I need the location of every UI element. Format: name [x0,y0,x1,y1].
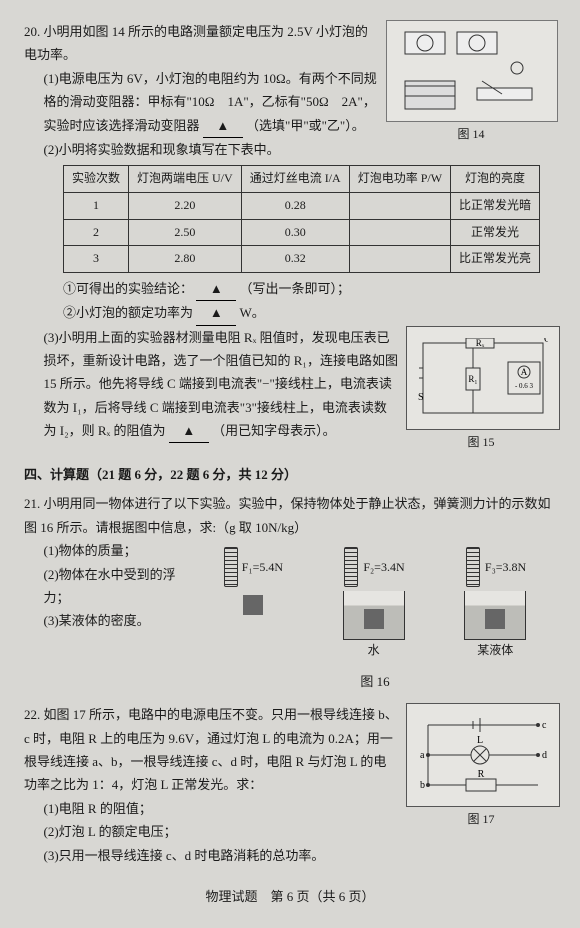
table-cell: 2.50 [129,219,242,246]
figure-15-caption: 图 15 [406,432,556,454]
table-cell [349,219,450,246]
circuit-icon: Rₓ R₁ A - 0.6 3 C S [418,338,548,418]
page-footer: 物理试题 第 6 页（共 6 页） [24,885,556,908]
q20-c1b: （写出一条即可）； [240,281,351,296]
circuit-icon [397,26,547,116]
spring-scale-3: F₃=3.8N 某液体 [464,547,526,662]
spring-icon [466,547,480,587]
spring-scale-1: F₁=5.4N [224,547,283,662]
question-22: 22. 如图 17 所示，电路中的电源电压不变。只用一根导线连接 b、c 时，电… [24,703,556,867]
label-c: c [542,720,547,731]
q20-stem: 20. 小明用如图 14 所示的电路测量额定电压为 2.5V 小灯泡的电功率。 [24,20,378,67]
q22-p3: (3)只用一根导线连接 c、d 时电路消耗的总功率。 [24,844,398,867]
spring-scale-2: F₂=3.4N 水 [343,547,405,662]
q20-conclusion-2: ②小灯泡的额定功率为 ▲ W。 [24,301,556,325]
q20-p3-text-b: （用已知字母表示）。 [212,423,336,438]
label-b: b [420,780,425,791]
force-f2: F₂=3.4N [363,557,404,579]
force-f3: F₃=3.8N [485,557,526,579]
q20-c1a: ①可得出的实验结论： [63,281,193,296]
label-L: L [477,735,483,746]
table-cell: 2.20 [129,192,242,219]
figure-17-container: L R a b c d 图 17 [406,703,556,831]
table-cell: 0.28 [241,192,349,219]
table-header-row: 实验次数 灯泡两端电压 U/V 通过灯丝电流 I/A 灯泡电功率 P/W 灯泡的… [64,166,540,193]
figure-16-caption: 图 16 [194,670,556,693]
figure-15-container: Rₓ R₁ A - 0.6 3 C S 图 15 [406,326,556,454]
spring-icon [344,547,358,587]
q20-p1-text-b: （选填"甲"或"乙"）。 [246,118,365,133]
force-f1: F₁=5.4N [242,557,283,579]
figure-16-group: F₁=5.4N F₂=3.4N 水 F₃=3.8N [194,547,556,662]
table-cell: 比正常发光亮 [451,246,540,273]
q21-p3: (3)某液体的密度。 [24,609,194,632]
label-c: C [544,338,548,345]
table-row: 2 2.50 0.30 正常发光 [64,219,540,246]
figure-15-diagram: Rₓ R₁ A - 0.6 3 C S [406,326,560,430]
blank: ▲ [203,114,243,138]
q21-stem: 21. 小明用同一物体进行了以下实验。实验中，保持物体处于静止状态，弹簧测力计的… [24,492,556,539]
figure-14-diagram [386,20,558,122]
question-20: 20. 小明用如图 14 所示的电路测量额定电压为 2.5V 小灯泡的电功率。 … [24,20,556,453]
q21-p1: (1)物体的质量； [24,539,194,562]
q20-part3: (3)小明用上面的实验器材测量电阻 Rₓ 阻值时，发现电压表已损坏，重新设计电路… [24,326,398,444]
table-cell: 正常发光 [451,219,540,246]
blank: ▲ [196,277,236,301]
beaker-liquid [464,591,526,640]
table-cell: 比正常发光暗 [451,192,540,219]
spring-icon [224,547,238,587]
table-header: 灯泡的亮度 [451,166,540,193]
figure-14-caption: 图 14 [386,124,556,146]
table-cell [349,246,450,273]
table-row: 1 2.20 0.28 比正常发光暗 [64,192,540,219]
q20-c2a: ②小灯泡的额定功率为 [63,305,193,320]
label-s: S [418,392,424,403]
table-row: 3 2.80 0.32 比正常发光亮 [64,246,540,273]
label-r1: R₁ [468,374,477,384]
q20-data-table: 实验次数 灯泡两端电压 U/V 通过灯丝电流 I/A 灯泡电功率 P/W 灯泡的… [63,165,540,272]
table-cell: 2.80 [129,246,242,273]
section-4-title: 四、计算题（21 题 6 分，22 题 6 分，共 12 分） [24,463,556,486]
label-rx: Rₓ [476,338,485,348]
table-cell: 2 [64,219,129,246]
table-header: 实验次数 [64,166,129,193]
figure-17-caption: 图 17 [406,809,556,831]
label-d: d [542,750,547,761]
table-header: 通过灯丝电流 I/A [241,166,349,193]
blank: ▲ [169,419,209,443]
table-cell: 0.30 [241,219,349,246]
table-cell: 3 [64,246,129,273]
q20-c2b: W。 [240,305,265,320]
q20-p3-text: (3)小明用上面的实验器材测量电阻 Rₓ 阻值时，发现电压表已损坏，重新设计电路… [44,330,398,439]
q22-stem: 22. 如图 17 所示，电路中的电源电压不变。只用一根导线连接 b、c 时，电… [24,703,398,797]
table-cell: 1 [64,192,129,219]
q21-p2: (2)物体在水中受到的浮力； [24,563,194,610]
table-header: 灯泡电功率 P/W [349,166,450,193]
question-21: 21. 小明用同一物体进行了以下实验。实验中，保持物体处于静止状态，弹簧测力计的… [24,492,556,693]
label-R: R [478,769,485,780]
label-water: 水 [343,640,405,662]
label-a: A [521,367,528,377]
figure-14-container: 图 14 [386,20,556,146]
q20-part1: (1)电源电压为 6V，小灯泡的电阻约为 10Ω。有两个不同规格的滑动变阻器：甲… [24,67,378,138]
q22-p2: (2)灯泡 L 的额定电压； [24,820,398,843]
table-cell: 0.32 [241,246,349,273]
table-header: 灯泡两端电压 U/V [129,166,242,193]
q20-conclusion-1: ①可得出的实验结论： ▲ （写出一条即可）； [24,277,556,301]
label-a: a [420,750,425,761]
q20-p2-intro: (2)小明将实验数据和现象填写在下表中。 [24,138,378,161]
label-scale: - 0.6 3 [515,382,534,390]
table-cell [349,192,450,219]
q22-p1: (1)电阻 R 的阻值； [24,797,398,820]
blank: ▲ [196,301,236,325]
figure-17-diagram: L R a b c d [406,703,560,807]
beaker-water [343,591,405,640]
circuit-icon: L R a b c d [418,715,548,795]
label-liquid: 某液体 [464,640,526,662]
